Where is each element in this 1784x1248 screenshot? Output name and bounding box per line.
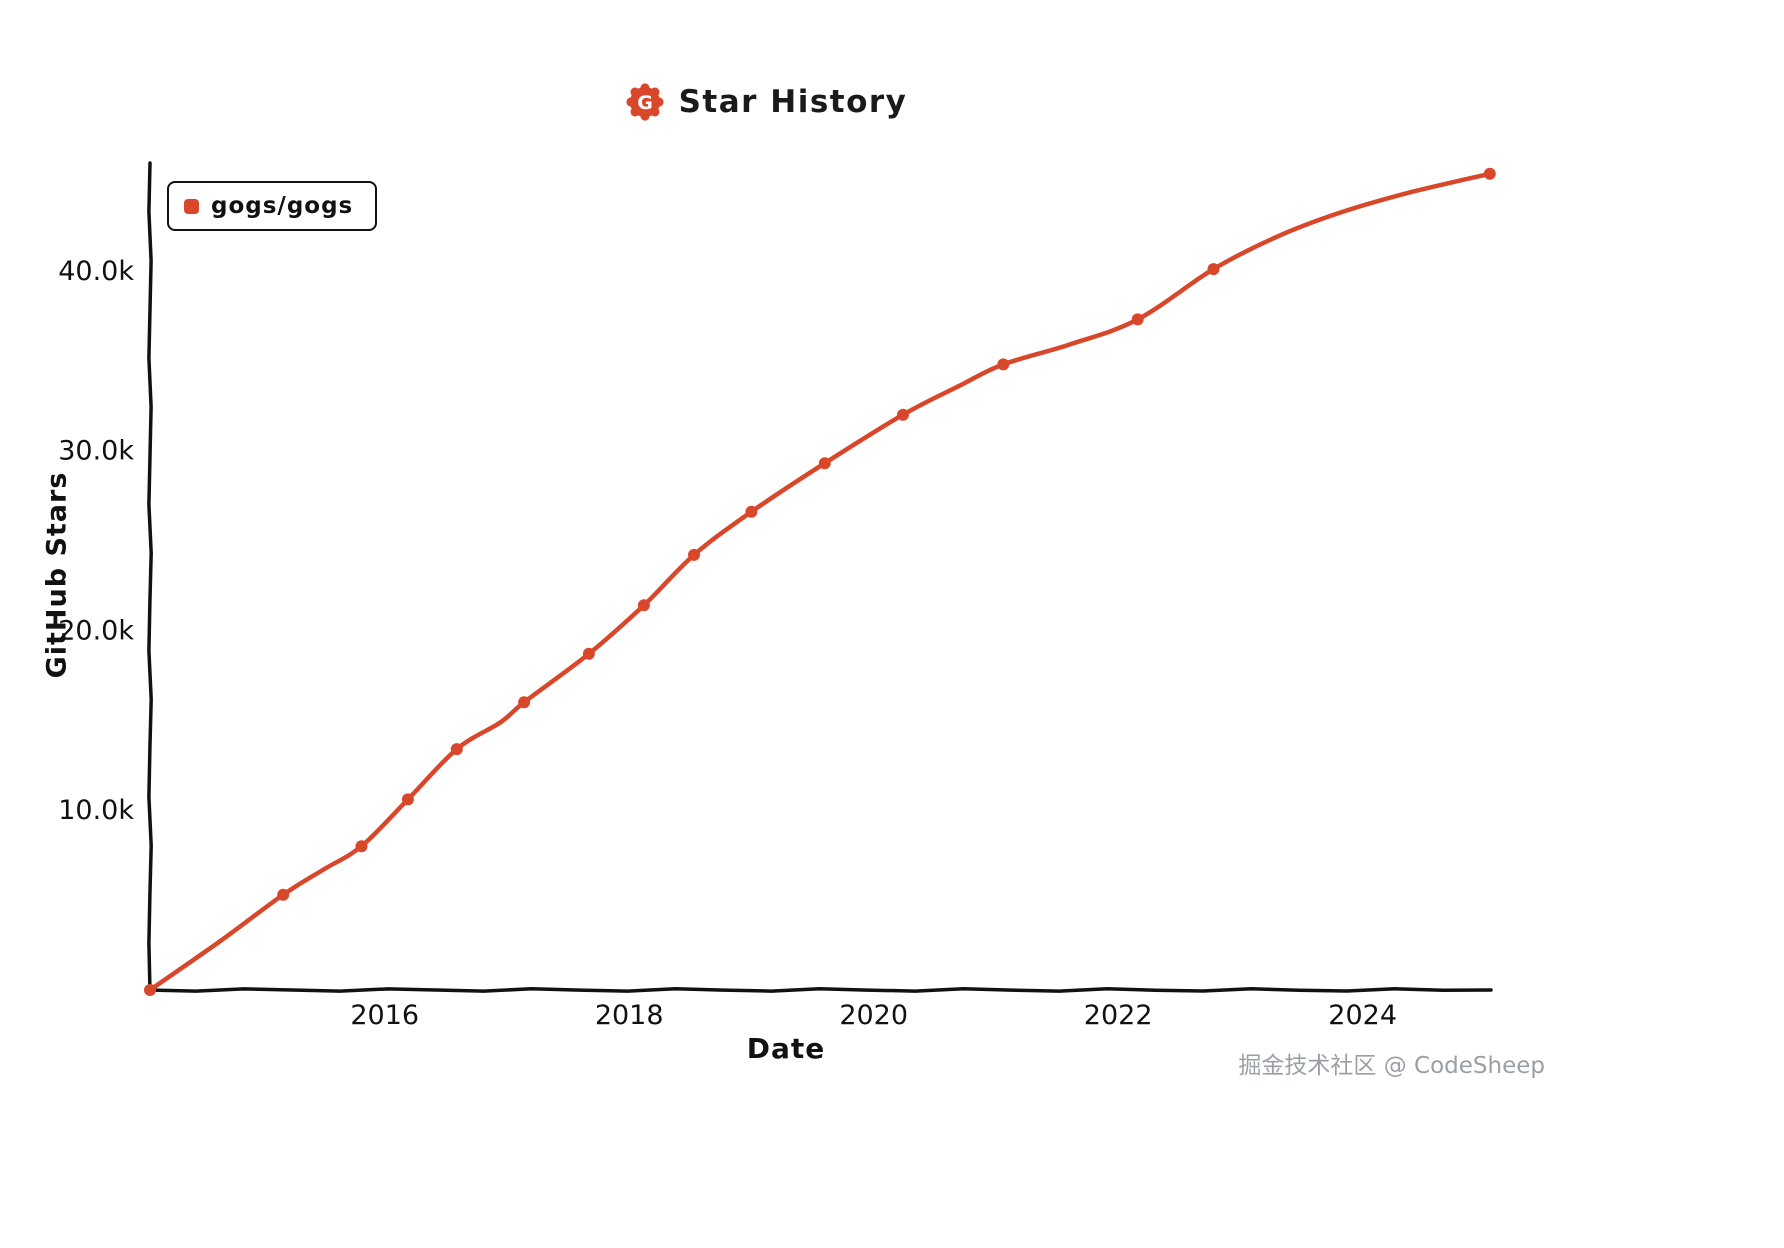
page-title: Star History (678, 84, 908, 120)
data-point-marker (518, 696, 531, 709)
series-line (147, 171, 1493, 993)
svg-text:G: G (637, 92, 653, 114)
data-point-marker (401, 793, 414, 806)
legend-series-label: gogs/gogs (211, 193, 354, 219)
data-point-marker (897, 408, 909, 421)
data-point-marker (355, 840, 368, 853)
y-axis-line (147, 161, 153, 994)
star-history-logo-icon: G (626, 83, 664, 121)
data-point-marker (997, 358, 1010, 371)
x-axis-line (146, 987, 1493, 993)
x-tick-label: 2024 (1328, 1000, 1397, 1031)
y-tick-label: 30.0k (58, 436, 134, 467)
legend: gogs/gogs (167, 181, 378, 231)
watermark-text: 掘金技术社区 @ CodeSheep (1238, 1053, 1545, 1079)
data-point-marker (582, 647, 595, 660)
chart-header: G Star History (0, 82, 1532, 122)
data-point-marker (450, 743, 463, 756)
data-point-marker (277, 888, 290, 901)
legend-series-swatch (184, 198, 199, 214)
x-tick-label: 2016 (350, 1000, 419, 1031)
x-tick-label: 2018 (595, 1000, 664, 1031)
data-point-marker (637, 599, 650, 612)
data-point-marker (688, 548, 700, 561)
data-point-marker (1207, 263, 1220, 276)
x-tick-label: 2020 (839, 1000, 908, 1031)
data-point-marker (1483, 167, 1496, 180)
y-tick-label: 20.0k (58, 615, 134, 646)
data-point-marker (818, 457, 831, 470)
y-tick-label: 40.0k (58, 256, 134, 287)
data-point-marker (1131, 313, 1144, 326)
y-tick-label: 10.0k (58, 795, 134, 826)
x-axis-title: Date (746, 1032, 826, 1065)
y-axis-title: GitHub Stars (41, 471, 73, 679)
x-tick-label: 2022 (1084, 1000, 1153, 1031)
data-point-marker (144, 984, 156, 996)
data-point-marker (745, 505, 758, 518)
